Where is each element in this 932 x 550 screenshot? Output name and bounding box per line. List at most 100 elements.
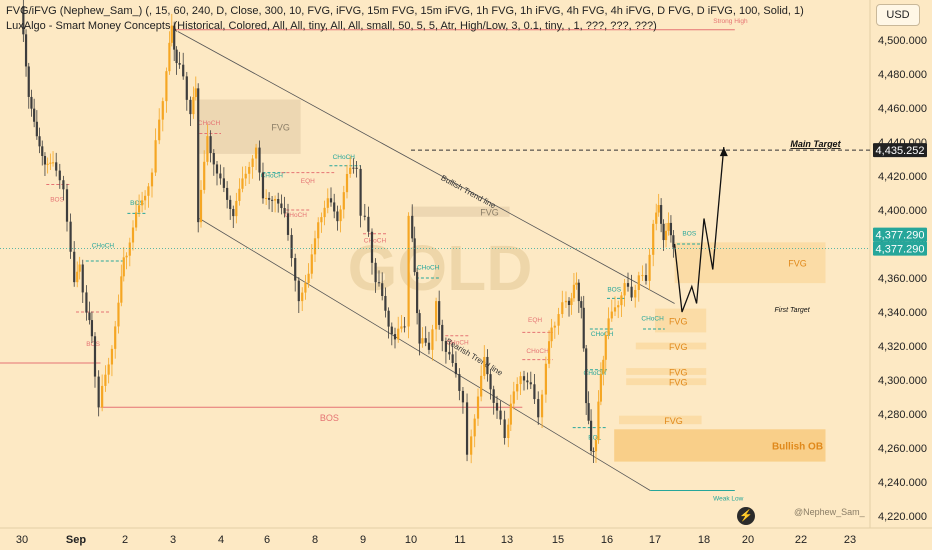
main-target-price-tag-bg (873, 143, 927, 158)
candle-body (390, 326, 393, 335)
candle-body (623, 283, 626, 296)
candle-body (553, 325, 556, 328)
candle-body (310, 254, 313, 274)
candle-body (577, 282, 580, 302)
candle-body (304, 283, 307, 293)
candle-body (24, 34, 28, 67)
structure-label: Weak Low (713, 496, 744, 503)
candle-body (62, 180, 65, 190)
candle-body (258, 147, 261, 173)
y-tick-label: 4,420.000 (878, 171, 927, 183)
candle-body (393, 334, 397, 340)
candle-body (355, 167, 358, 169)
candle-body (342, 192, 345, 210)
candle-body (575, 282, 578, 285)
candle-body (519, 376, 522, 385)
indicator-legend-smc[interactable]: LuxAlgo - Smart Money Concepts (Historic… (6, 20, 657, 32)
fvg-label: FVG (271, 123, 290, 133)
candle-body (280, 203, 283, 209)
candle-body (503, 419, 506, 438)
candle-body (101, 385, 104, 408)
candle-body (413, 238, 416, 273)
currency-button[interactable]: USD (876, 4, 920, 26)
candle-body (602, 359, 605, 375)
author-credit: @Nephew_Sam_ (794, 507, 865, 517)
last-price-tag: 4,377.290 (876, 230, 925, 242)
candle-body (613, 307, 617, 312)
candle-body (339, 209, 342, 222)
candle-body (465, 402, 469, 455)
candle-body (499, 410, 502, 420)
candle-body (135, 212, 138, 228)
annotation-label: Main Target (790, 139, 841, 149)
candle-body (254, 147, 258, 159)
structure-label: EQH (301, 178, 315, 185)
candle-body (644, 275, 648, 281)
last-price-tag-secondary-bg (873, 241, 927, 256)
candle-body (286, 213, 290, 235)
candle-body (271, 199, 274, 201)
y-tick-label: 4,480.000 (878, 69, 927, 81)
candle-body (107, 364, 110, 375)
candle-body (212, 152, 215, 165)
candle-body (363, 215, 366, 217)
candle-body (165, 71, 168, 102)
candle-body (597, 401, 600, 441)
lightning-icon[interactable]: ⚡ (737, 507, 755, 525)
candle-body (495, 402, 499, 411)
candle-body (154, 140, 157, 173)
candle-body (492, 389, 495, 403)
candle-body (297, 280, 300, 302)
candle-body (265, 197, 268, 199)
candle-body (33, 108, 36, 122)
candle-body (336, 211, 339, 222)
x-tick-label: 16 (601, 534, 613, 546)
fvg-label: FVG (669, 378, 688, 388)
candle-body (329, 198, 333, 203)
candle-body (370, 231, 374, 263)
candle-body (476, 396, 480, 419)
candle-body (561, 302, 564, 315)
candle-body (580, 301, 583, 308)
candle-body (90, 320, 94, 337)
candle-body (51, 162, 55, 164)
candle-body (403, 326, 406, 328)
candle-body (168, 42, 171, 72)
indicator-legend-fvg[interactable]: FVG/iFVG (Nephew_Sam_) (, 15, 60, 240, D… (6, 5, 804, 17)
candle-body (232, 209, 235, 217)
y-tick-label: 4,260.000 (878, 443, 927, 455)
candle-body (158, 119, 161, 141)
candle-body (509, 403, 512, 425)
candle-body (418, 313, 421, 344)
fvg-box (199, 99, 301, 154)
structure-label: CHoCH (285, 212, 308, 219)
candle-body (589, 420, 593, 452)
candle-body (441, 324, 444, 342)
candle-body (93, 336, 97, 377)
candle-body (274, 199, 277, 201)
y-tick-label: 4,340.000 (878, 307, 927, 319)
x-tick-label: 13 (501, 534, 513, 546)
candle-body (38, 136, 41, 147)
candle-body (592, 451, 595, 453)
candle-body (313, 238, 317, 255)
candle-body (567, 300, 571, 306)
candle-body (301, 292, 304, 302)
candle-body (320, 217, 323, 223)
candle-body (192, 97, 195, 115)
candle-body (381, 283, 384, 296)
candle-body (235, 200, 238, 217)
fvg-box (411, 206, 510, 217)
candle-body (352, 167, 355, 169)
structure-label: BOS (607, 287, 621, 294)
candle-body (416, 272, 419, 314)
fvg-box (619, 415, 702, 425)
candle-body (215, 164, 219, 174)
candle-body (173, 25, 176, 50)
candle-body (607, 318, 610, 336)
x-tick-label: 10 (405, 534, 417, 546)
candle-body (458, 374, 461, 391)
candle-body (317, 222, 320, 239)
order-block-label: Bullish OB (772, 441, 823, 452)
